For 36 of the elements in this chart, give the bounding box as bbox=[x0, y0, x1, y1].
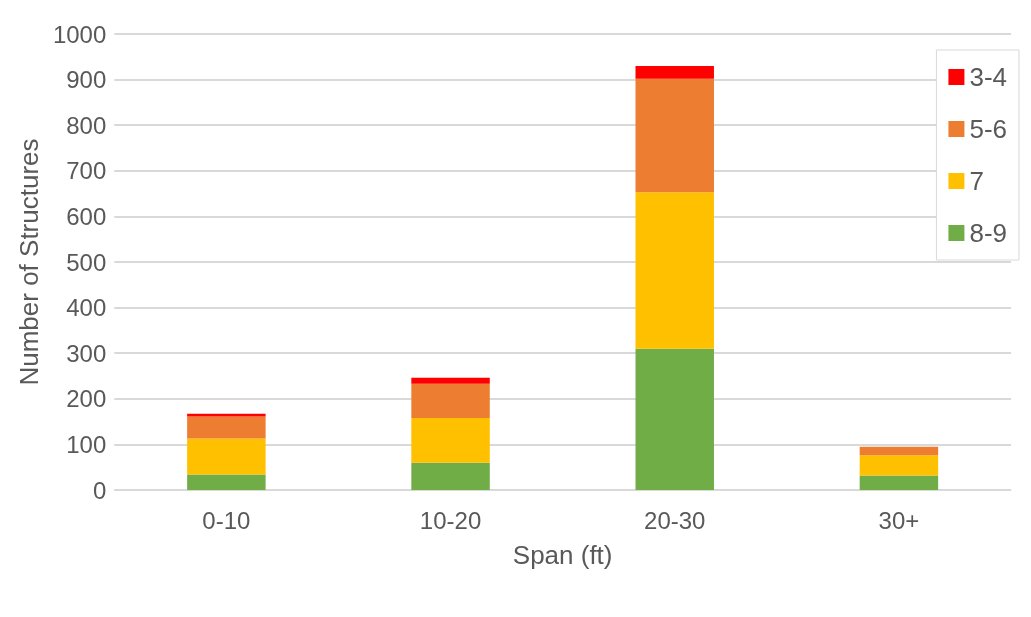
bar bbox=[187, 413, 266, 417]
legend-label: 7 bbox=[969, 166, 984, 196]
y-tick-label: 700 bbox=[66, 157, 107, 185]
y-tick-label: 100 bbox=[66, 430, 107, 458]
bar bbox=[411, 462, 490, 490]
bar bbox=[411, 383, 490, 418]
bar bbox=[859, 446, 939, 456]
y-tick-label: 0 bbox=[92, 476, 107, 504]
x-axis-title: Span (ft) bbox=[512, 540, 613, 570]
bar bbox=[859, 475, 939, 490]
x-tick-label: 30+ bbox=[878, 506, 920, 534]
x-tick-label: 0-10 bbox=[202, 506, 251, 534]
y-tick-label: 200 bbox=[66, 385, 107, 413]
y-axis-title: Number of Structures bbox=[14, 138, 44, 386]
bar bbox=[635, 192, 714, 349]
x-tick-label: 10-20 bbox=[419, 506, 482, 534]
bar bbox=[187, 438, 266, 475]
bar bbox=[187, 416, 266, 439]
legend-label: 3-4 bbox=[969, 62, 1007, 92]
y-tick-label: 800 bbox=[66, 111, 107, 139]
y-tick-label: 600 bbox=[66, 202, 107, 230]
y-tick-label: 1000 bbox=[52, 20, 107, 48]
legend-label: 8-9 bbox=[969, 218, 1007, 248]
bar bbox=[859, 455, 939, 476]
legend-label: 5-6 bbox=[969, 114, 1007, 144]
bar bbox=[635, 348, 714, 490]
bar bbox=[411, 377, 490, 384]
y-tick-label: 500 bbox=[66, 248, 107, 276]
bar bbox=[187, 474, 266, 490]
bar bbox=[635, 78, 714, 193]
bar bbox=[635, 65, 714, 79]
x-tick-label: 20-30 bbox=[644, 506, 706, 534]
y-tick-label: 900 bbox=[66, 66, 107, 94]
y-tick-label: 300 bbox=[66, 339, 107, 367]
y-tick-label: 400 bbox=[66, 294, 107, 322]
bar bbox=[411, 417, 490, 463]
